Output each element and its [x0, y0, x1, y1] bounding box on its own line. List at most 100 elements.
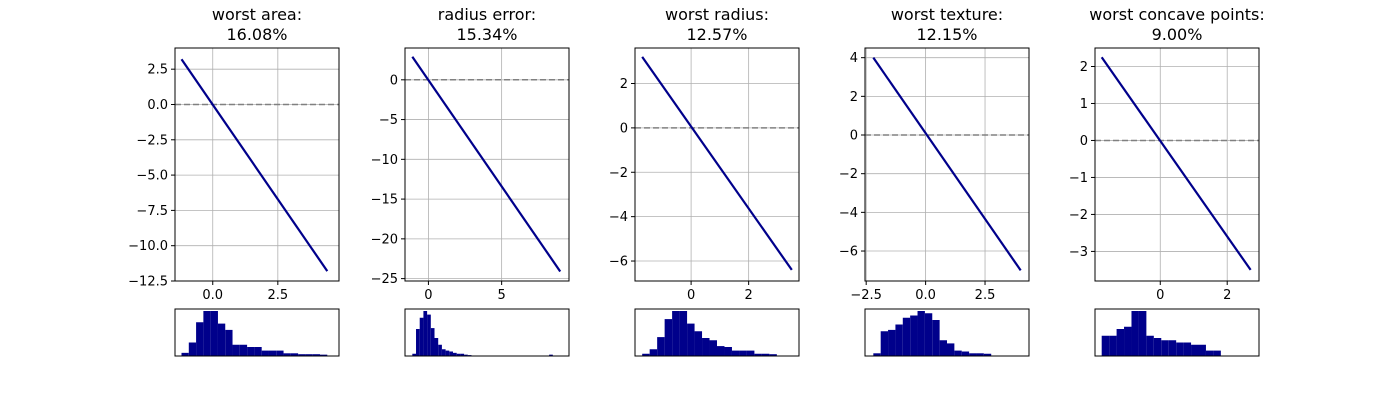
histogram-bar — [1138, 311, 1147, 356]
panel-title: worst area: 16.08% — [212, 5, 302, 44]
y-tick-label: 0 — [620, 121, 628, 136]
histogram-bar — [1191, 344, 1199, 356]
histogram-bar — [419, 317, 424, 356]
dependence-line — [411, 56, 562, 273]
histogram-bar — [427, 314, 431, 356]
histogram-bar — [1124, 326, 1132, 356]
y-tick-label: −5 — [379, 113, 398, 128]
dependence-line — [1100, 56, 1252, 271]
x-tick-label: 2.5 — [267, 288, 288, 303]
histogram-bar — [679, 311, 688, 356]
y-tick-label: 0 — [390, 73, 398, 88]
histogram-bar — [1176, 342, 1184, 356]
y-tick-label: −3 — [1069, 245, 1088, 260]
histogram-bar — [895, 324, 903, 356]
histogram-bar — [1131, 311, 1139, 356]
histogram-bar — [1168, 340, 1177, 356]
histogram-bar — [709, 340, 717, 356]
subplot-4: worst concave points: 9.00% 0 2 2 1 0 −1 −2 −3 — [1069, 5, 1265, 357]
histogram-bar — [902, 317, 911, 356]
histogram-bar — [932, 320, 940, 356]
panel-title-line: worst area: — [212, 5, 302, 24]
histogram-bar — [441, 349, 446, 356]
histogram-bar — [731, 350, 740, 356]
histogram-bar — [642, 353, 650, 356]
y-tick-label: 2 — [620, 77, 628, 92]
y-tick-label: −7.5 — [136, 204, 168, 219]
x-tick-label: 0 — [687, 288, 695, 303]
y-tick-label: −6 — [839, 245, 858, 260]
y-tick-label: −15 — [371, 193, 398, 208]
histogram-bar — [434, 338, 439, 356]
histogram-bar — [319, 354, 328, 356]
y-tick-label: 0 — [850, 129, 858, 144]
histogram-bar — [754, 353, 762, 356]
histogram-bar — [672, 311, 680, 356]
y-tick-label: 0.0 — [147, 98, 168, 113]
y-tick-label: 4 — [850, 51, 858, 66]
y-tick-label: −10.0 — [128, 239, 168, 254]
histogram-bar — [412, 353, 417, 356]
y-tick-label: −1 — [1069, 171, 1088, 186]
histogram-bar — [873, 353, 881, 356]
x-tick-label: 0.0 — [915, 288, 936, 303]
histogram-bar — [217, 323, 226, 356]
x-tick-label: 0.0 — [202, 288, 223, 303]
subplot-3: worst texture: 12.15% −2.5 0.0 2.5 4 2 0 −2 −4 −6 — [839, 5, 1030, 357]
y-tick-label: 0 — [1080, 134, 1088, 149]
histogram-bar — [924, 313, 933, 356]
histogram-bar — [181, 352, 189, 356]
histogram-bar — [232, 344, 240, 356]
axes-frame — [404, 47, 570, 282]
panel-title-line: 12.15% — [916, 25, 977, 44]
x-tick-label: 2.5 — [975, 288, 996, 303]
axes-frame — [174, 47, 340, 282]
axes-frame — [1094, 47, 1260, 282]
histogram-bar — [1101, 335, 1110, 356]
panel-title: worst concave points: 9.00% — [1089, 5, 1264, 44]
histogram-bar — [196, 322, 204, 356]
histogram-bar — [464, 354, 468, 356]
y-tick-label: 1 — [1080, 97, 1088, 112]
histogram-bar — [460, 353, 465, 356]
dependence-line — [180, 58, 329, 272]
histogram-bar — [888, 329, 896, 356]
histogram-frame — [1094, 308, 1260, 357]
histogram-bar — [761, 353, 770, 356]
y-tick-label: −20 — [371, 232, 398, 247]
x-tick-label: 0 — [1156, 288, 1164, 303]
histogram-bar — [456, 353, 461, 356]
x-tick-label: −2.5 — [850, 288, 882, 303]
histogram-bar — [1198, 344, 1206, 356]
histogram-bar — [917, 311, 925, 356]
histogram-bar — [1205, 350, 1214, 356]
panel-title: radius error: 15.34% — [438, 5, 536, 44]
histogram-bar — [739, 350, 747, 356]
y-tick-label: −2.5 — [136, 133, 168, 148]
histogram-bar — [312, 354, 320, 356]
histogram-bar — [664, 319, 673, 356]
histogram-bar — [430, 328, 435, 356]
histogram-bar — [203, 311, 211, 356]
y-tick-label: −6 — [609, 255, 628, 270]
histogram-frame — [634, 308, 800, 357]
y-tick-label: −2 — [609, 166, 628, 181]
dependence-line — [872, 57, 1022, 271]
panel-title-line: worst texture: — [891, 5, 1003, 24]
x-tick-label: 2 — [1223, 288, 1231, 303]
histogram-bar — [717, 346, 725, 356]
histogram-bar — [1161, 340, 1169, 356]
histogram-bar — [210, 311, 218, 356]
x-tick-label: 5 — [498, 288, 506, 303]
histogram-bar — [1109, 335, 1117, 356]
y-tick-label: 2.5 — [147, 63, 168, 78]
panel-title-line: radius error: — [438, 5, 536, 24]
y-tick-label: −4 — [609, 210, 628, 225]
histogram-bar — [1183, 342, 1192, 356]
histogram-bar — [283, 353, 291, 356]
histogram-bar — [268, 350, 277, 356]
panel-title-line: 12.57% — [686, 25, 747, 44]
histogram-bar — [724, 347, 732, 356]
y-tick-label: −10 — [371, 153, 398, 168]
panel-title: worst radius: 12.57% — [665, 5, 769, 44]
